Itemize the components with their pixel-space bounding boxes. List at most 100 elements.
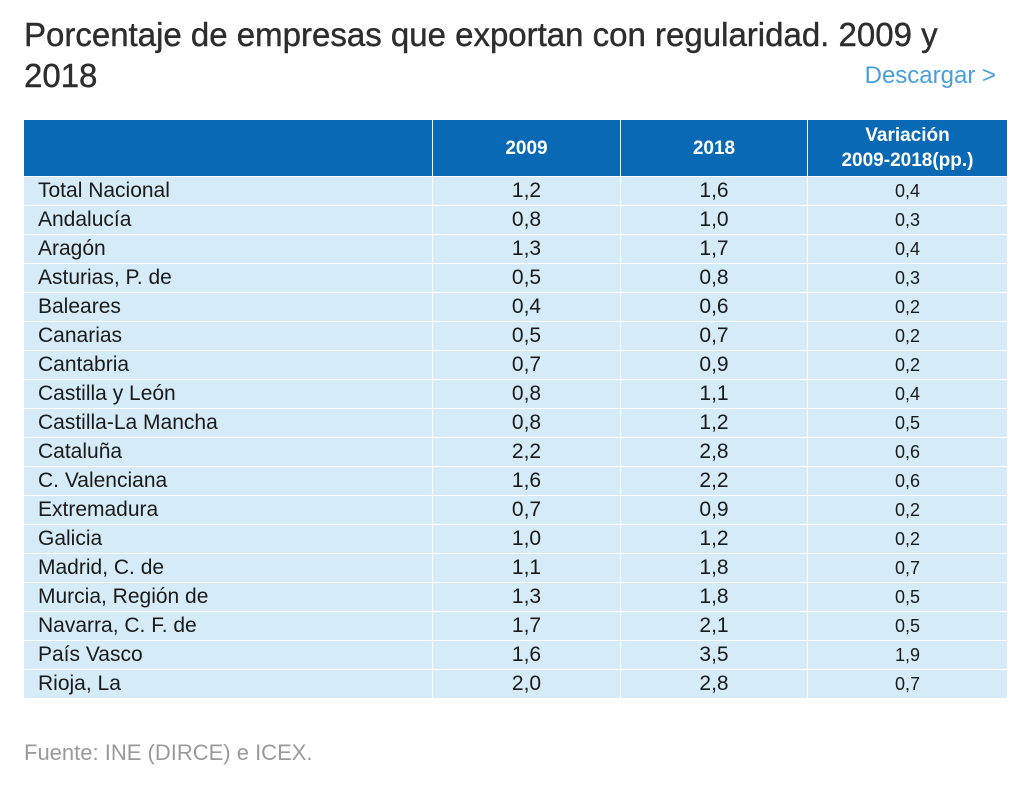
row-region-cell: C. Valenciana — [24, 466, 432, 495]
table-row: Murcia, Región de 1,3 1,8 0,5 — [24, 582, 1007, 611]
table-row: Cataluña 2,2 2,8 0,6 — [24, 437, 1007, 466]
row-value-2009: 1,6 — [432, 640, 620, 669]
row-region-cell: Navarra, C. F. de — [24, 611, 432, 640]
row-variation: 0,5 — [807, 408, 1007, 437]
row-region-cell: Baleares — [24, 292, 432, 321]
table-row: Baleares 0,4 0,6 0,2 — [24, 292, 1007, 321]
row-variation: 0,4 — [807, 176, 1007, 205]
row-region-cell: Asturias, P. de — [24, 263, 432, 292]
row-value-2009: 0,8 — [432, 205, 620, 234]
header-2009: 2009 — [432, 120, 620, 176]
table-row: Galicia 1,0 1,2 0,2 — [24, 524, 1007, 553]
row-variation: 0,5 — [807, 611, 1007, 640]
row-variation: 0,6 — [807, 437, 1007, 466]
table-row: Madrid, C. de 1,1 1,8 0,7 — [24, 553, 1007, 582]
row-value-2018: 1,7 — [620, 234, 807, 263]
table-row: Castilla-La Mancha 0,8 1,2 0,5 — [24, 408, 1007, 437]
row-region-cell: Castilla y León — [24, 379, 432, 408]
row-value-2009: 0,5 — [432, 263, 620, 292]
row-value-2009: 0,5 — [432, 321, 620, 350]
row-value-2009: 1,0 — [432, 524, 620, 553]
row-value-2018: 1,2 — [620, 524, 807, 553]
row-value-2009: 0,7 — [432, 495, 620, 524]
row-variation: 0,7 — [807, 669, 1007, 698]
row-region-cell: Total Nacional — [24, 176, 432, 205]
row-region-cell: Extremadura — [24, 495, 432, 524]
table-row: Castilla y León 0,8 1,1 0,4 — [24, 379, 1007, 408]
table-row: Extremadura 0,7 0,9 0,2 — [24, 495, 1007, 524]
row-value-2018: 1,2 — [620, 408, 807, 437]
table-row: País Vasco 1,6 3,5 1,9 — [24, 640, 1007, 669]
header-region — [24, 120, 432, 176]
table-row: Cantabria 0,7 0,9 0,2 — [24, 350, 1007, 379]
row-value-2018: 2,8 — [620, 437, 807, 466]
row-value-2009: 1,2 — [432, 176, 620, 205]
table-row: Navarra, C. F. de 1,7 2,1 0,5 — [24, 611, 1007, 640]
table-row: C. Valenciana 1,6 2,2 0,6 — [24, 466, 1007, 495]
table-row: Rioja, La 2,0 2,8 0,7 — [24, 669, 1007, 698]
row-region-cell: Cantabria — [24, 350, 432, 379]
row-value-2018: 0,8 — [620, 263, 807, 292]
row-value-2018: 0,7 — [620, 321, 807, 350]
row-value-2018: 2,1 — [620, 611, 807, 640]
row-region-cell: País Vasco — [24, 640, 432, 669]
row-region-cell: Rioja, La — [24, 669, 432, 698]
row-variation: 0,6 — [807, 466, 1007, 495]
row-value-2018: 1,8 — [620, 553, 807, 582]
row-value-2009: 0,4 — [432, 292, 620, 321]
data-table-container: 2009 2018 Variación 2009-2018(pp.) Total… — [24, 120, 1007, 698]
row-region-cell: Madrid, C. de — [24, 553, 432, 582]
table-row: Aragón 1,3 1,7 0,4 — [24, 234, 1007, 263]
row-variation: 1,9 — [807, 640, 1007, 669]
table-header-row: 2009 2018 Variación 2009-2018(pp.) — [24, 120, 1007, 176]
row-variation: 0,5 — [807, 582, 1007, 611]
row-value-2009: 0,8 — [432, 408, 620, 437]
row-variation: 0,3 — [807, 263, 1007, 292]
row-value-2018: 0,9 — [620, 495, 807, 524]
row-value-2009: 2,0 — [432, 669, 620, 698]
row-region-cell: Galicia — [24, 524, 432, 553]
source-note: Fuente: INE (DIRCE) e ICEX. — [24, 740, 313, 765]
table-row: Andalucía 0,8 1,0 0,3 — [24, 205, 1007, 234]
row-value-2009: 1,3 — [432, 582, 620, 611]
row-variation: 0,2 — [807, 350, 1007, 379]
row-region-cell: Aragón — [24, 234, 432, 263]
row-value-2009: 1,7 — [432, 611, 620, 640]
row-value-2018: 0,9 — [620, 350, 807, 379]
row-value-2018: 1,6 — [620, 176, 807, 205]
row-region-cell: Cataluña — [24, 437, 432, 466]
chart-title: Porcentaje de empresas que exportan con … — [24, 16, 938, 94]
row-value-2009: 1,3 — [432, 234, 620, 263]
row-value-2009: 1,6 — [432, 466, 620, 495]
row-region-cell: Castilla-La Mancha — [24, 408, 432, 437]
row-value-2018: 3,5 — [620, 640, 807, 669]
row-variation: 0,3 — [807, 205, 1007, 234]
download-link[interactable]: Descargar > — [864, 62, 996, 89]
row-variation: 0,4 — [807, 234, 1007, 263]
row-variation: 0,4 — [807, 379, 1007, 408]
row-region-cell: Murcia, Región de — [24, 582, 432, 611]
header-2018: 2018 — [620, 120, 807, 176]
header-variation-line2: 2009-2018(pp.) — [841, 150, 974, 171]
row-value-2018: 2,8 — [620, 669, 807, 698]
row-region-cell: Andalucía — [24, 205, 432, 234]
row-value-2018: 2,2 — [620, 466, 807, 495]
row-variation: 0,2 — [807, 524, 1007, 553]
row-value-2018: 0,6 — [620, 292, 807, 321]
row-variation: 0,2 — [807, 292, 1007, 321]
row-value-2018: 1,1 — [620, 379, 807, 408]
row-value-2009: 0,7 — [432, 350, 620, 379]
header-variation: Variación 2009-2018(pp.) — [807, 120, 1007, 176]
row-variation: 0,7 — [807, 553, 1007, 582]
table-row: Canarias 0,5 0,7 0,2 — [24, 321, 1007, 350]
row-value-2009: 1,1 — [432, 553, 620, 582]
header-variation-line1: Variación — [865, 125, 950, 146]
row-value-2009: 0,8 — [432, 379, 620, 408]
row-value-2009: 2,2 — [432, 437, 620, 466]
row-region-cell: Canarias — [24, 321, 432, 350]
table-row: Total Nacional 1,2 1,6 0,4 — [24, 176, 1007, 205]
row-variation: 0,2 — [807, 321, 1007, 350]
table-row: Asturias, P. de 0,5 0,8 0,3 — [24, 263, 1007, 292]
row-variation: 0,2 — [807, 495, 1007, 524]
data-table: 2009 2018 Variación 2009-2018(pp.) Total… — [24, 120, 1007, 698]
